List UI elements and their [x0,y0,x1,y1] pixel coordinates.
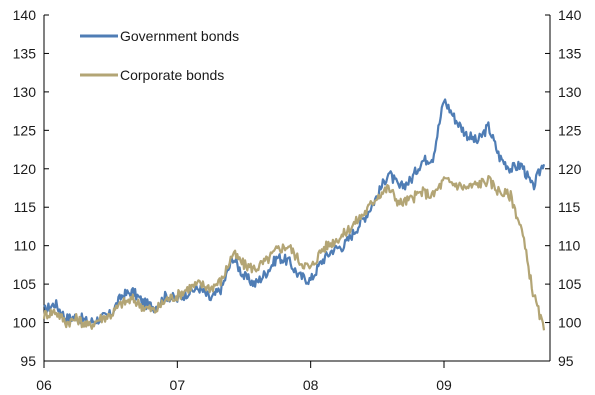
x-tick-label: 08 [303,377,319,393]
y-tick-label-right: 110 [558,238,581,254]
y-tick-label-left: 140 [13,7,37,23]
chart-axes: 95 95 100 100 105 105 110 110 115 115 120 120 125 125… [13,7,582,393]
y-tick-label-left: 100 [13,315,37,331]
y-tick-label-left: 105 [13,276,37,292]
y-tick-label-right: 105 [558,276,582,292]
x-tick-label: 07 [170,377,186,393]
y-tick-label-left: 95 [20,353,36,369]
y-tick-label-right: 140 [558,7,582,23]
chart-legend: Government bonds Corporate bonds [80,28,239,83]
y-tick-label-left: 125 [13,122,37,138]
y-tick-label-right: 120 [558,161,582,177]
y-tick-label-right: 95 [558,353,574,369]
x-tick-label: 06 [36,377,52,393]
y-tick-label-left: 130 [13,84,37,100]
y-tick-label-right: 115 [558,199,581,215]
series-layer [42,98,546,331]
y-tick-label-right: 135 [558,45,582,61]
y-tick-label-left: 120 [13,161,37,177]
y-tick-label-left: 115 [14,199,37,215]
series-line-government-bonds [43,98,546,326]
y-tick-label-left: 110 [14,238,37,254]
legend-label: Government bonds [120,28,239,44]
y-tick-label-left: 135 [13,45,37,61]
y-tick-label-right: 125 [558,122,582,138]
y-tick-label-right: 100 [558,315,582,331]
series-line-corporate-bonds [42,175,546,331]
y-tick-label-right: 130 [558,84,582,100]
legend-label: Corporate bonds [120,67,224,83]
x-tick-label: 09 [436,377,452,393]
